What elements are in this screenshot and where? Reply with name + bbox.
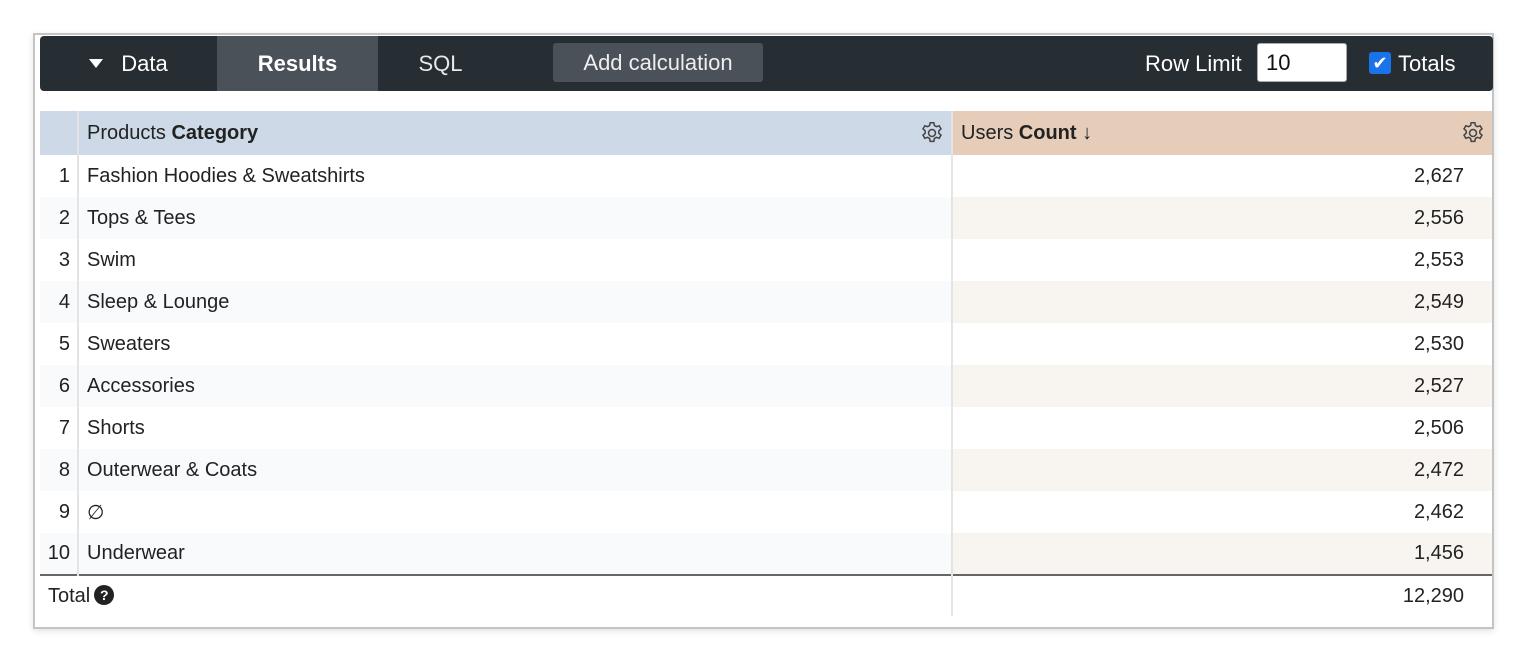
tab-results[interactable]: Results bbox=[217, 36, 378, 91]
totals-checkbox[interactable]: ✔ bbox=[1369, 52, 1391, 74]
total-label-cell: Total? bbox=[40, 574, 953, 616]
row-index: 5 bbox=[40, 323, 79, 365]
tab-sql[interactable]: SQL bbox=[418, 50, 463, 76]
toolbar: Data Results SQL Add calculation Row Lim… bbox=[40, 36, 1493, 91]
caret-down-icon bbox=[89, 59, 104, 68]
count-cell[interactable]: 1,456 bbox=[952, 533, 1492, 575]
row-index: 9 bbox=[40, 491, 79, 533]
table-row: 6 Accessories 2,527 bbox=[40, 365, 1492, 407]
count-header[interactable]: Users Count ↓ bbox=[952, 111, 1492, 155]
row-index: 7 bbox=[40, 407, 79, 449]
category-cell[interactable]: Outerwear & Coats bbox=[78, 449, 953, 491]
help-icon[interactable]: ? bbox=[94, 584, 115, 605]
count-cell[interactable]: 2,549 bbox=[952, 281, 1492, 323]
data-toggle[interactable]: Data bbox=[40, 36, 217, 91]
category-cell[interactable]: Accessories bbox=[78, 365, 953, 407]
category-cell[interactable]: Sweaters bbox=[78, 323, 953, 365]
gear-icon[interactable] bbox=[919, 120, 945, 146]
category-cell[interactable]: Underwear bbox=[78, 533, 953, 575]
index-header bbox=[40, 111, 79, 155]
count-cell[interactable]: 2,462 bbox=[1413, 500, 1464, 523]
category-cell[interactable]: Fashion Hoodies & Sweatshirts bbox=[78, 155, 953, 197]
row-index: 6 bbox=[40, 365, 79, 407]
category-cell[interactable]: ∅ bbox=[78, 491, 953, 533]
results-table: Products Category Users Count ↓ 1 Fashion… bbox=[40, 111, 1492, 616]
gear-icon[interactable] bbox=[1460, 120, 1486, 146]
row-index: 2 bbox=[40, 197, 79, 239]
row-index: 1 bbox=[40, 155, 79, 197]
count-cell[interactable]: 2,530 bbox=[1413, 332, 1464, 355]
category-cell[interactable]: Shorts bbox=[78, 407, 953, 449]
header-view: Products bbox=[87, 121, 172, 144]
count-cell[interactable]: 2,472 bbox=[952, 449, 1492, 491]
count-cell[interactable]: 2,527 bbox=[952, 365, 1492, 407]
header-field: Count bbox=[1018, 121, 1077, 144]
table-row: 9 ∅ 2,462 bbox=[40, 491, 1492, 533]
category-cell[interactable]: Sleep & Lounge bbox=[78, 281, 953, 323]
row-limit-label: Row Limit bbox=[1145, 50, 1242, 76]
row-index: 4 bbox=[40, 281, 79, 323]
category-header[interactable]: Products Category bbox=[78, 111, 953, 155]
totals-label: Totals bbox=[1398, 50, 1456, 76]
count-cell[interactable]: 2,553 bbox=[1413, 248, 1464, 271]
table-row: 7 Shorts 2,506 bbox=[40, 407, 1492, 449]
sort-desc-icon: ↓ bbox=[1082, 121, 1093, 144]
count-cell[interactable]: 2,506 bbox=[1413, 416, 1464, 439]
row-index: 3 bbox=[40, 239, 79, 281]
count-cell[interactable]: 2,556 bbox=[952, 197, 1492, 239]
count-cell[interactable]: 2,627 bbox=[1413, 164, 1464, 187]
data-label: Data bbox=[121, 50, 168, 76]
table-row: 10 Underwear 1,456 bbox=[40, 533, 1492, 575]
checkmark-icon: ✔ bbox=[1372, 52, 1388, 73]
row-limit-input[interactable] bbox=[1257, 43, 1347, 82]
table-row: 2 Tops & Tees 2,556 bbox=[40, 197, 1492, 239]
total-count: 12,290 bbox=[952, 574, 1492, 616]
table-row: 5 Sweaters 2,530 bbox=[40, 323, 1492, 365]
row-index: 10 bbox=[40, 533, 79, 575]
table-row: 3 Swim 2,553 bbox=[40, 239, 1492, 281]
category-cell[interactable]: Tops & Tees bbox=[78, 197, 953, 239]
total-label: Total bbox=[48, 584, 91, 607]
table-row: 1 Fashion Hoodies & Sweatshirts 2,627 bbox=[40, 155, 1492, 197]
table-row: 8 Outerwear & Coats 2,472 bbox=[40, 449, 1492, 491]
add-calculation-button[interactable]: Add calculation bbox=[553, 43, 763, 82]
header-field: Category bbox=[171, 121, 259, 144]
table-row: 4 Sleep & Lounge 2,549 bbox=[40, 281, 1492, 323]
row-index: 8 bbox=[40, 449, 79, 491]
header-view: Users bbox=[961, 121, 1019, 144]
category-cell[interactable]: Swim bbox=[78, 239, 953, 281]
